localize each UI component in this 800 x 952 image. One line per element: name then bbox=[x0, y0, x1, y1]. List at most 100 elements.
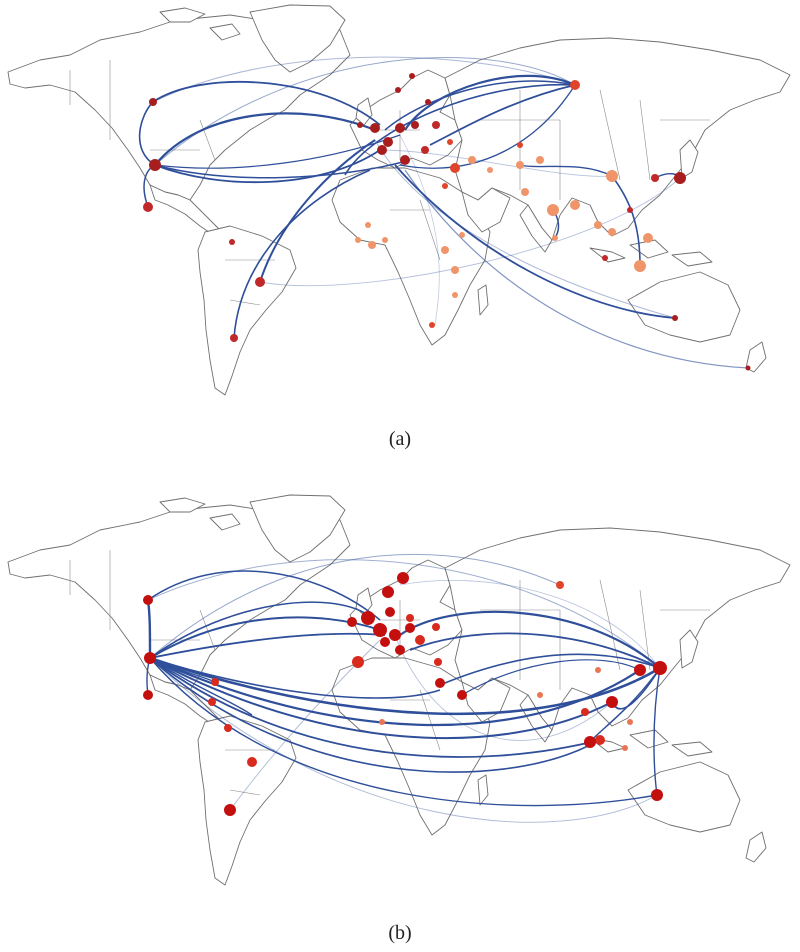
node bbox=[442, 183, 448, 189]
node bbox=[383, 137, 393, 147]
link bbox=[149, 601, 369, 659]
link bbox=[149, 657, 253, 716]
node bbox=[547, 204, 559, 216]
link bbox=[149, 657, 216, 683]
node bbox=[357, 122, 363, 128]
link bbox=[154, 159, 411, 179]
node bbox=[521, 188, 529, 196]
node bbox=[379, 719, 385, 725]
world-map-a bbox=[7, 4, 791, 396]
link bbox=[147, 559, 661, 669]
link bbox=[149, 656, 661, 716]
link bbox=[404, 74, 576, 131]
world-map-b bbox=[7, 494, 791, 886]
node bbox=[397, 572, 409, 584]
connection-links-b bbox=[146, 553, 661, 823]
node bbox=[537, 692, 543, 698]
node bbox=[255, 277, 265, 287]
node bbox=[552, 235, 558, 241]
node bbox=[385, 607, 395, 617]
node bbox=[406, 614, 414, 622]
node bbox=[570, 200, 580, 210]
node bbox=[468, 156, 476, 164]
node bbox=[395, 645, 405, 655]
node bbox=[247, 757, 257, 767]
node bbox=[377, 145, 387, 155]
link bbox=[154, 149, 381, 184]
node bbox=[459, 232, 465, 238]
node bbox=[595, 667, 601, 673]
link bbox=[149, 657, 441, 699]
caption-b: (b) bbox=[388, 922, 412, 944]
connection-links-a bbox=[138, 56, 749, 369]
link bbox=[259, 177, 681, 287]
link bbox=[374, 139, 676, 319]
node bbox=[643, 233, 653, 243]
link bbox=[149, 657, 658, 807]
link bbox=[461, 659, 641, 696]
node bbox=[425, 99, 431, 105]
node bbox=[347, 617, 357, 627]
node bbox=[368, 241, 376, 249]
node bbox=[627, 719, 633, 725]
link bbox=[611, 175, 641, 266]
link bbox=[653, 667, 661, 796]
link bbox=[154, 57, 576, 166]
link bbox=[394, 164, 676, 319]
caption-a: (a) bbox=[388, 428, 412, 450]
node bbox=[450, 163, 460, 173]
node bbox=[594, 221, 602, 229]
node bbox=[672, 315, 678, 321]
node bbox=[400, 155, 410, 165]
node bbox=[395, 123, 405, 133]
node bbox=[457, 690, 467, 700]
link bbox=[399, 84, 576, 169]
node bbox=[208, 698, 216, 706]
node bbox=[149, 159, 161, 171]
link bbox=[149, 657, 601, 758]
node bbox=[627, 207, 633, 213]
link bbox=[399, 610, 661, 669]
link bbox=[229, 639, 381, 811]
node bbox=[382, 237, 388, 243]
node bbox=[429, 322, 435, 328]
node bbox=[409, 73, 415, 79]
node bbox=[365, 222, 371, 228]
link bbox=[429, 84, 576, 146]
node bbox=[606, 170, 618, 182]
map-panel-b bbox=[0, 490, 800, 900]
node bbox=[389, 629, 401, 641]
link bbox=[439, 653, 661, 686]
link bbox=[344, 83, 576, 176]
landmasses-b bbox=[7, 494, 791, 886]
link bbox=[149, 657, 613, 740]
node bbox=[581, 708, 589, 716]
node bbox=[380, 637, 390, 647]
node bbox=[606, 696, 618, 708]
link bbox=[149, 656, 641, 727]
link bbox=[152, 81, 381, 126]
link bbox=[399, 134, 440, 326]
node bbox=[421, 146, 429, 154]
node bbox=[143, 690, 153, 700]
node bbox=[411, 121, 419, 129]
node bbox=[143, 202, 153, 212]
node bbox=[651, 174, 659, 182]
link bbox=[379, 149, 613, 177]
node bbox=[556, 581, 564, 589]
node bbox=[608, 228, 616, 236]
node bbox=[441, 246, 449, 254]
link bbox=[519, 164, 613, 177]
node bbox=[432, 623, 440, 631]
node bbox=[224, 804, 236, 816]
node bbox=[745, 365, 751, 371]
link bbox=[399, 580, 661, 669]
map-panel-a bbox=[0, 0, 800, 420]
node bbox=[415, 635, 425, 645]
link bbox=[138, 101, 156, 166]
node bbox=[435, 678, 445, 688]
node bbox=[395, 87, 401, 93]
node bbox=[651, 789, 663, 801]
node bbox=[452, 292, 458, 298]
link bbox=[147, 570, 381, 621]
